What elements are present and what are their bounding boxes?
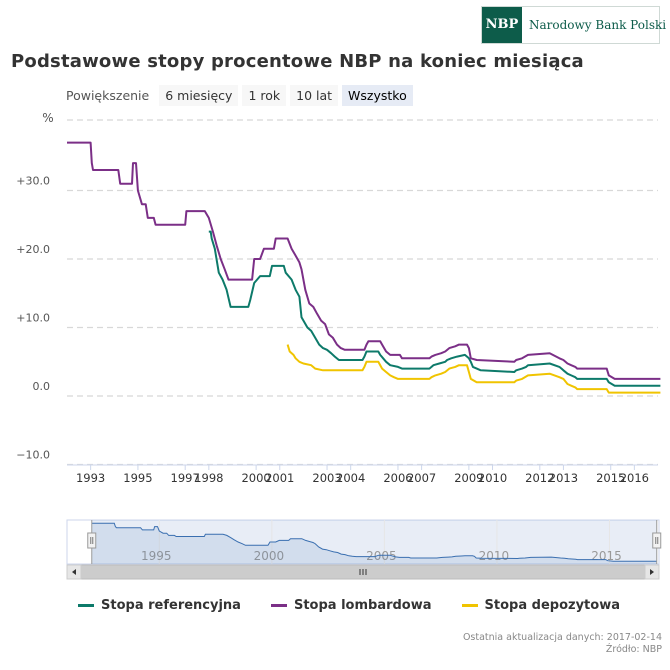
navigator[interactable]: 19952000200520102015 <box>66 519 662 580</box>
logo-name: Narodowy Bank Polski <box>529 18 667 32</box>
x-tick-label: 2016 <box>620 471 649 485</box>
series-line-depozytowa <box>286 344 661 394</box>
series-lines <box>67 141 661 394</box>
legend-label-lombardowa: Stopa lombardowa <box>293 598 432 613</box>
arrow-right-icon <box>650 569 654 575</box>
navigator-area <box>91 523 657 564</box>
source-text: Źródło: NBP <box>605 644 662 655</box>
navigator-tick-label: 2005 <box>366 549 397 563</box>
x-tick-label: 2012 <box>525 471 554 485</box>
x-tick-label: 1998 <box>194 471 223 485</box>
legend-label-depozytowa: Stopa depozytowa <box>484 598 620 613</box>
zoom-bar: Powiększenie 6 miesięcy 1 rok 10 lat Wsz… <box>66 83 417 107</box>
y-tick-label: 0.0 <box>33 380 51 393</box>
x-tick-label: 2000 <box>241 471 270 485</box>
x-tick-label: 2003 <box>312 471 341 485</box>
x-tick-label: 2010 <box>478 471 507 485</box>
legend-item-lombardowa[interactable]: Stopa lombardowa <box>270 598 432 613</box>
y-tick-label: −10.0 <box>16 449 50 462</box>
x-tick-label: 2013 <box>549 471 578 485</box>
x-tick-label: 2007 <box>407 471 436 485</box>
legend: Stopa referencyjna Stopa lombardowa Stop… <box>78 598 650 613</box>
x-tick-label: 2009 <box>454 471 483 485</box>
series-line-referencyjna <box>208 230 661 387</box>
x-tick-label: 2006 <box>383 471 412 485</box>
y-axis-unit-label: % <box>42 111 53 125</box>
zoom-all-button[interactable]: Wszystko <box>342 84 413 106</box>
x-tick-label: 1995 <box>123 471 152 485</box>
navigator-tick-label: 1995 <box>141 549 172 563</box>
legend-swatch-lombardowa <box>270 604 287 607</box>
x-tick-label: 2004 <box>336 471 365 485</box>
legend-label-referencyjna: Stopa referencyjna <box>101 598 241 613</box>
series-line-lombardowa <box>67 141 661 380</box>
legend-swatch-referencyjna <box>78 604 94 607</box>
legend-item-depozytowa[interactable]: Stopa depozytowa <box>461 598 620 613</box>
logo-abbr: NBP <box>482 7 522 43</box>
navigator-tick-label: 2010 <box>479 549 510 563</box>
zoom-1y-button[interactable]: 1 rok <box>242 84 287 106</box>
y-tick-label: +10.0 <box>16 312 50 325</box>
navigator-tick-label: 2000 <box>254 549 285 563</box>
zoom-10y-button[interactable]: 10 lat <box>290 84 339 106</box>
x-tick-label: 1997 <box>171 471 200 485</box>
navigator-right-handle[interactable] <box>652 532 662 549</box>
x-tick-label: 2001 <box>265 471 294 485</box>
x-tick-label: 2015 <box>596 471 625 485</box>
navigator-series-line <box>91 522 657 562</box>
last-update-text: Ostatnia aktualizacja danych: 2017-02-14 <box>462 632 662 643</box>
footer: Ostatnia aktualizacja danych: 2017-02-14… <box>463 632 662 656</box>
y-axis-ticks: +30.0 +20.0 +10.0 0.0 −10.0 <box>16 175 50 462</box>
legend-swatch-depozytowa <box>461 604 478 607</box>
y-tick-label: +20.0 <box>16 243 50 256</box>
zoom-6m-button[interactable]: 6 miesięcy <box>159 84 239 106</box>
nbp-logo: NBP Narodowy Bank Polski <box>481 6 666 44</box>
x-tick-label: 1993 <box>76 471 105 485</box>
arrow-left-icon <box>72 569 76 575</box>
zoom-label: Powiększenie <box>66 87 150 103</box>
chart-title: Podstawowe stopy procentowe NBP na konie… <box>11 51 584 72</box>
navigator-left-handle[interactable] <box>87 532 97 549</box>
legend-item-referencyjna[interactable]: Stopa referencyjna <box>78 598 241 613</box>
grid-lines <box>67 119 658 466</box>
y-tick-label: +30.0 <box>16 175 50 188</box>
